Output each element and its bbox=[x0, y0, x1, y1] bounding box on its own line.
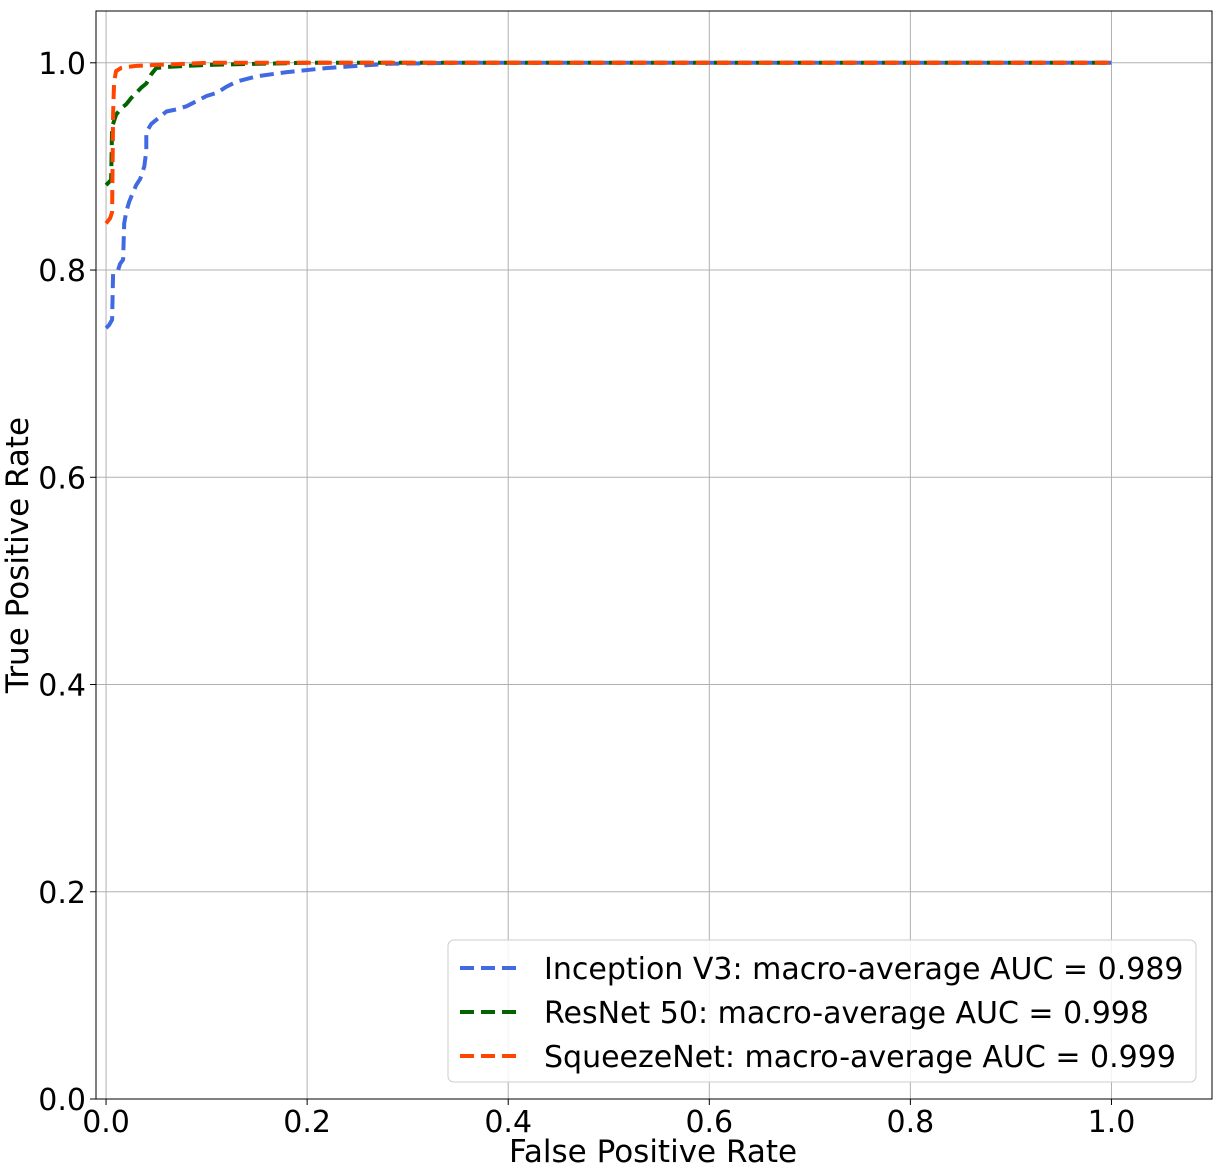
y-tick-label: 0.8 bbox=[38, 254, 86, 289]
x-ticks: 0.0 0.2 0.4 0.6 0.8 1.0 bbox=[82, 1099, 1135, 1140]
series-lines bbox=[104, 60, 1112, 330]
x-axis-label: False Positive Rate bbox=[509, 1134, 797, 1170]
x-tick-label: 0.2 bbox=[283, 1105, 331, 1140]
x-tick-label: 0.4 bbox=[484, 1105, 532, 1140]
x-tick-label: 0.8 bbox=[887, 1105, 935, 1140]
y-tick-label: 0.4 bbox=[38, 669, 86, 704]
legend-label-3: SqueezeNet: macro-average AUC = 0.999 bbox=[544, 1040, 1176, 1075]
y-tick-label: 0.6 bbox=[38, 461, 86, 496]
legend-label-1: Inception V3: macro-average AUC = 0.989 bbox=[544, 952, 1184, 987]
x-tick-label: 0.6 bbox=[685, 1105, 733, 1140]
y-axis-label: True Positive Rate bbox=[0, 417, 36, 694]
legend-label-2: ResNet 50: macro-average AUC = 0.998 bbox=[544, 996, 1149, 1031]
series-line-3 bbox=[104, 60, 1112, 225]
gridlines bbox=[96, 11, 1212, 1100]
y-tick-label: 0.2 bbox=[38, 876, 86, 911]
x-tick-label: 0.0 bbox=[82, 1105, 130, 1140]
y-tick-label: 1.0 bbox=[38, 47, 86, 82]
series-line-1 bbox=[104, 60, 1112, 330]
y-tick-label: 0.0 bbox=[38, 1083, 86, 1118]
legend: Inception V3: macro-average AUC = 0.989 R… bbox=[447, 939, 1197, 1083]
y-ticks: 0.0 0.2 0.4 0.6 0.8 1.0 bbox=[38, 47, 96, 1118]
legend-box bbox=[447, 939, 1197, 1083]
x-tick-label: 1.0 bbox=[1088, 1105, 1136, 1140]
series-line-2 bbox=[104, 60, 1112, 187]
plot-frame bbox=[95, 10, 1213, 1100]
